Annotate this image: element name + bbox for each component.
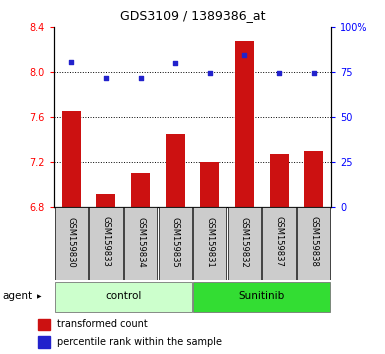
Text: percentile rank within the sample: percentile rank within the sample — [57, 337, 221, 347]
Text: transformed count: transformed count — [57, 319, 147, 329]
Text: GDS3109 / 1389386_at: GDS3109 / 1389386_at — [120, 9, 265, 22]
Bar — [131, 173, 150, 207]
Bar — [263, 207, 296, 280]
Text: GSM159833: GSM159833 — [101, 217, 110, 267]
Text: GSM159834: GSM159834 — [136, 217, 145, 267]
Point — [241, 52, 248, 57]
Bar — [38, 336, 50, 348]
Point — [103, 75, 109, 81]
Text: GSM159831: GSM159831 — [205, 217, 214, 267]
Bar — [193, 282, 330, 312]
Bar — [38, 319, 50, 330]
Text: GSM159837: GSM159837 — [275, 217, 284, 267]
Point — [311, 71, 317, 76]
Bar — [159, 207, 192, 280]
Bar — [297, 207, 330, 280]
Text: GSM159838: GSM159838 — [309, 217, 318, 267]
Text: GSM159830: GSM159830 — [67, 217, 76, 267]
Bar — [89, 207, 122, 280]
Bar — [62, 111, 81, 207]
Bar — [96, 194, 116, 207]
Text: control: control — [105, 291, 141, 302]
Text: agent: agent — [2, 291, 32, 302]
Point — [172, 60, 178, 65]
Bar — [200, 162, 219, 207]
Text: GSM159835: GSM159835 — [171, 217, 180, 267]
Bar — [124, 207, 157, 280]
Point — [207, 71, 213, 76]
Bar — [55, 282, 192, 312]
Bar — [228, 207, 261, 280]
Bar — [166, 134, 185, 207]
Bar — [304, 151, 323, 207]
Point — [137, 75, 144, 81]
Text: GSM159832: GSM159832 — [240, 217, 249, 267]
Bar — [55, 207, 88, 280]
Point — [68, 59, 74, 64]
Bar — [193, 207, 226, 280]
Bar — [235, 41, 254, 207]
Point — [276, 70, 282, 75]
Bar — [270, 154, 289, 207]
Text: Sunitinib: Sunitinib — [239, 291, 285, 302]
